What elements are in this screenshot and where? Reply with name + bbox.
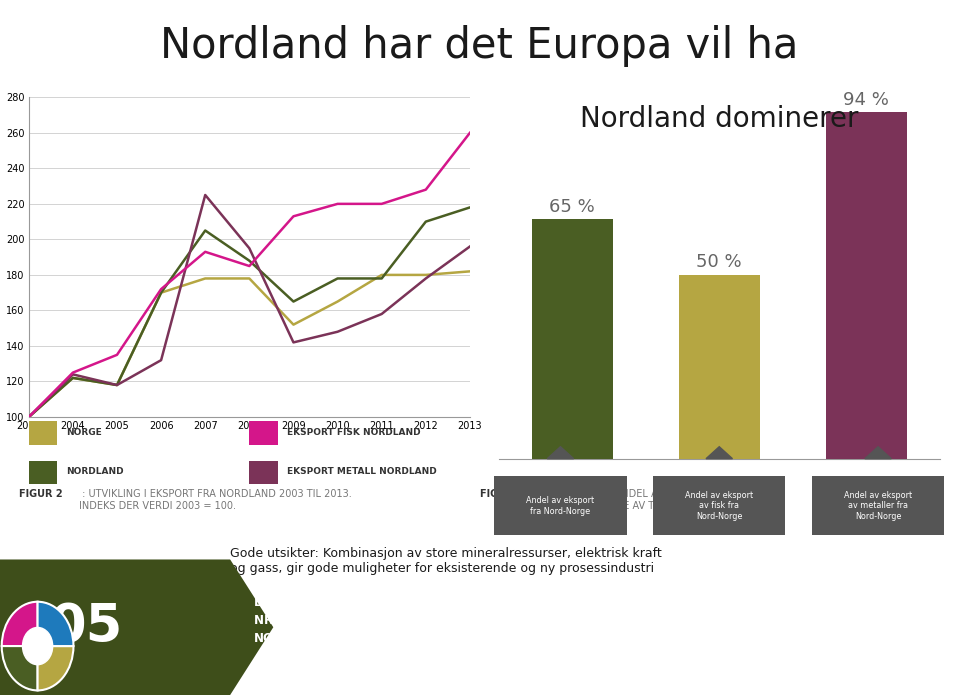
Polygon shape <box>865 447 891 459</box>
FancyBboxPatch shape <box>653 476 785 535</box>
Text: 05: 05 <box>50 601 123 653</box>
Text: EKSPORT FISK NORDLAND: EKSPORT FISK NORDLAND <box>287 427 420 436</box>
Text: Andel av eksport
av fisk fra
Nord-Norge: Andel av eksport av fisk fra Nord-Norge <box>685 491 754 521</box>
Bar <box>29 421 58 445</box>
Wedge shape <box>37 602 74 646</box>
FancyBboxPatch shape <box>494 476 626 535</box>
Text: • Eksporten vokste med hele 10 % fra 2011.
• Eksportverdien var 19,5 milliarder : • Eksporten vokste med hele 10 % fra 201… <box>398 575 702 653</box>
Text: EKSPORT METALL NORDLAND: EKSPORT METALL NORDLAND <box>287 467 436 476</box>
Bar <box>249 421 278 445</box>
FancyBboxPatch shape <box>812 476 945 535</box>
Text: : NORDLANDS ANDEL AV EKSPORTEN
FRA NORD-NORGE AV TRADISJONELLE VARER.: : NORDLANDS ANDEL AV EKSPORTEN FRA NORD-… <box>539 489 763 511</box>
Text: EKSPORTFYLKE
NR 1 I
NORD-NORGE: EKSPORTFYLKE NR 1 I NORD-NORGE <box>254 596 356 645</box>
Text: : UTVIKLING I EKSPORT FRA NORDLAND 2003 TIL 2013.
INDEKS DER VERDI 2003 = 100.: : UTVIKLING I EKSPORT FRA NORDLAND 2003 … <box>79 489 352 511</box>
Text: Nordland dominerer: Nordland dominerer <box>580 105 859 133</box>
Bar <box>826 113 907 459</box>
Bar <box>679 275 760 459</box>
Bar <box>249 461 278 484</box>
Polygon shape <box>0 559 273 695</box>
Text: FIGUR 3: FIGUR 3 <box>480 489 523 500</box>
Bar <box>532 219 613 459</box>
Text: 65 %: 65 % <box>550 197 596 215</box>
Text: 50 %: 50 % <box>696 253 742 271</box>
Text: Andel av eksport
fra Nord-Norge: Andel av eksport fra Nord-Norge <box>526 496 595 516</box>
Text: NORDLAND: NORDLAND <box>66 467 124 476</box>
Text: FIGUR 2: FIGUR 2 <box>19 489 62 500</box>
Text: 94 %: 94 % <box>843 91 889 108</box>
Wedge shape <box>37 646 74 690</box>
Text: Nordland har det Europa vil ha: Nordland har det Europa vil ha <box>160 25 799 67</box>
Text: Gode utsikter: Kombinasjon av store mineralressurser, elektrisk kraft
og gass, g: Gode utsikter: Kombinasjon av store mine… <box>230 547 662 575</box>
Wedge shape <box>2 602 37 646</box>
Polygon shape <box>548 447 573 459</box>
Polygon shape <box>706 447 733 459</box>
Text: NORGE: NORGE <box>66 427 102 436</box>
Bar <box>29 461 58 484</box>
Wedge shape <box>2 646 37 690</box>
Circle shape <box>22 628 53 664</box>
Text: Andel av eksport
av metaller fra
Nord-Norge: Andel av eksport av metaller fra Nord-No… <box>844 491 912 521</box>
